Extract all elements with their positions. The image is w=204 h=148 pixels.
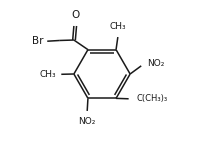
Text: O: O [71,10,79,20]
Text: Br: Br [32,36,43,46]
Text: NO₂: NO₂ [147,59,164,68]
Text: C(CH₃)₃: C(CH₃)₃ [137,94,168,103]
Text: CH₃: CH₃ [39,70,56,79]
Text: NO₂: NO₂ [79,117,96,126]
Text: CH₃: CH₃ [110,22,126,31]
